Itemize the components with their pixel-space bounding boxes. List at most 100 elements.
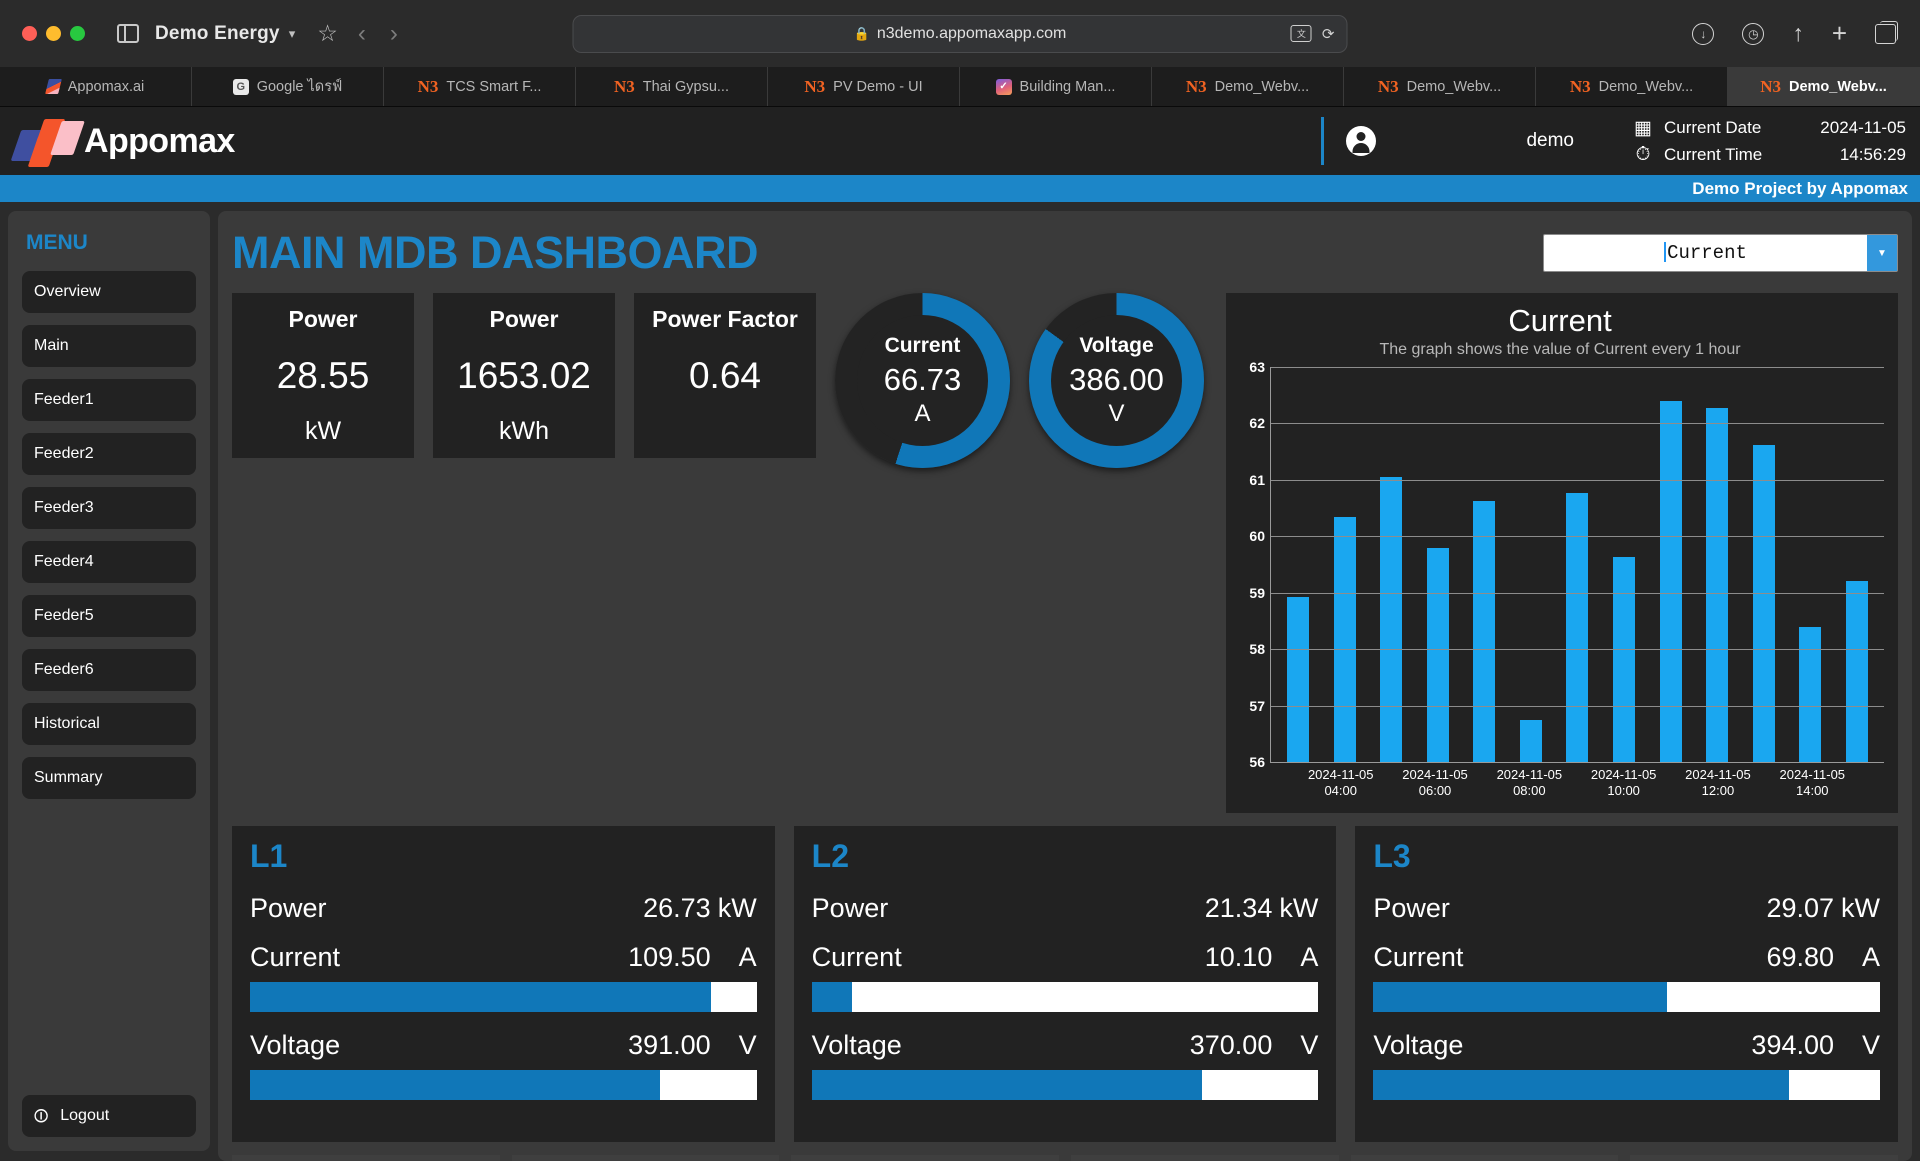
chart-x-tick: 2024-11-05 06:00 — [1402, 767, 1468, 799]
sidebar-item-historical[interactable]: Historical — [22, 703, 196, 745]
chart-x-tick: 2024-11-05 12:00 — [1685, 767, 1751, 799]
feeder-card-4[interactable]: Feeder4 Power 36.48 kW — [1071, 1155, 1339, 1161]
browser-tab[interactable]: N3 PV Demo - UI — [768, 67, 960, 106]
avatar[interactable] — [1346, 126, 1377, 156]
chart-x-tick: 2024-11-05 14:00 — [1779, 767, 1846, 799]
sidebar-item-feeder3[interactable]: Feeder3 — [22, 487, 196, 529]
back-icon[interactable]: ‹ — [357, 19, 366, 47]
phase-voltage-row: Voltage 391.00 V — [250, 1030, 757, 1061]
chart-gridline — [1271, 479, 1884, 481]
chart-plot — [1270, 367, 1884, 763]
kpi-value: 28.55 — [276, 355, 370, 396]
address-bar[interactable]: 🔒 n3demo.appomaxapp.com 文 ⟳ — [572, 14, 1348, 53]
downloads-icon[interactable]: ↓ — [1692, 22, 1715, 45]
phase-card-l1: L1 Power 26.73 kW Current 109.50 A Volta… — [232, 826, 775, 1142]
forward-icon[interactable]: › — [389, 19, 398, 47]
browser-tab[interactable]: G Google ไดรฟ์ — [192, 67, 384, 106]
address-bar-actions[interactable]: 文 ⟳ — [1290, 25, 1335, 43]
tab-label: Building Man... — [1019, 78, 1116, 95]
phase-power-row: Power 29.07 kW — [1373, 893, 1880, 924]
window-controls[interactable] — [22, 26, 85, 41]
history-icon[interactable]: ◷ — [1742, 22, 1765, 45]
translate-icon[interactable]: 文 — [1290, 25, 1312, 42]
browser-tab-active[interactable]: N3 Demo_Webv... — [1728, 67, 1920, 106]
bookmark-star-icon[interactable]: ☆ — [317, 20, 338, 46]
user-name: demo — [1526, 130, 1574, 151]
feeder-card-3[interactable]: Feeder3 Power 25.72 kW — [791, 1155, 1060, 1161]
google-drive-icon: G — [232, 78, 249, 95]
browser-profile-label[interactable]: Demo Energy — [155, 22, 280, 44]
current-time-row: ⏱ Current Time 14:56:29 — [1632, 144, 1906, 166]
maximize-window-button[interactable] — [70, 26, 85, 41]
phase-voltage-value: 391.00 — [628, 1030, 711, 1060]
sidebar-item-label: Feeder6 — [34, 661, 94, 678]
logout-button[interactable]: ⏼ Logout — [22, 1095, 196, 1137]
chart-gridline — [1271, 592, 1884, 594]
phase-power-label: Power — [1373, 893, 1450, 923]
phase-voltage-bar — [1373, 1070, 1881, 1100]
sidebar-item-feeder1[interactable]: Feeder1 — [22, 379, 196, 421]
reload-icon[interactable]: ⟳ — [1321, 25, 1335, 43]
feeder-card-2[interactable]: Feeder2 Power 34.90 kW — [511, 1155, 780, 1161]
page-title: MAIN MDB DASHBOARD — [232, 227, 758, 278]
gauge-voltage: Voltage 386.00 V — [1029, 293, 1204, 468]
sidebar-item-feeder5[interactable]: Feeder5 — [22, 595, 196, 637]
current-date-label: Current Date — [1664, 118, 1762, 137]
sidebar-toggle-icon[interactable] — [117, 24, 139, 43]
chevron-down-icon[interactable]: ▼ — [1867, 235, 1897, 271]
sidebar-item-overview[interactable]: Overview — [22, 271, 196, 313]
metric-select[interactable]: Current ▼ — [1543, 234, 1898, 272]
feeder-card-1[interactable]: Feeder1 Power 18.06 kW — [232, 1155, 500, 1161]
project-banner: Demo Project by Appomax — [0, 175, 1920, 202]
chart-gridline — [1271, 367, 1884, 368]
chart-title: Current — [1508, 303, 1612, 338]
feeder-row: Feeder1 Power 18.06 kW Feeder2 Power 34.… — [232, 1155, 1899, 1161]
chevron-down-icon[interactable]: ▾ — [288, 25, 296, 41]
browser-tab[interactable]: N3 Demo_Webv... — [1536, 67, 1728, 106]
browser-tab[interactable]: N3 TCS Smart F... — [384, 67, 576, 106]
tab-overview-icon[interactable] — [1875, 20, 1898, 44]
minimize-window-button[interactable] — [46, 26, 61, 41]
appomax-icon — [44, 79, 62, 94]
tab-label: Appomax.ai — [67, 78, 145, 95]
nav-arrows[interactable]: ‹ › — [358, 20, 398, 48]
sidebar-item-label: Summary — [34, 769, 103, 786]
browser-tab[interactable]: N3 Thai Gypsu... — [576, 67, 768, 106]
phase-current-row: Current 109.50 A — [250, 942, 757, 973]
phase-current-label: Current — [250, 942, 341, 972]
sidebar-item-feeder4[interactable]: Feeder4 — [22, 541, 196, 583]
sidebar-item-feeder2[interactable]: Feeder2 — [22, 433, 196, 475]
kpi-label: Power — [489, 306, 559, 332]
sidebar-item-summary[interactable]: Summary — [22, 757, 196, 799]
phase-power-value: 26.73 — [643, 893, 711, 923]
sidebar-item-feeder6[interactable]: Feeder6 — [22, 649, 196, 691]
feeder-card-5[interactable]: Feeder5 Power 53.20 kW — [1350, 1155, 1619, 1161]
phase-current-bar — [1373, 982, 1881, 1012]
current-time-value: 14:56:29 — [1839, 144, 1906, 164]
sidebar-item-main[interactable]: Main — [22, 325, 196, 367]
sidebar-item-label: Feeder1 — [34, 391, 94, 408]
calendar-icon: ▦ — [1634, 117, 1652, 139]
browser-tab[interactable]: N3 Demo_Webv... — [1152, 67, 1344, 106]
close-window-button[interactable] — [22, 26, 37, 41]
new-tab-icon[interactable]: + — [1831, 18, 1847, 49]
share-icon[interactable]: ↑ — [1792, 20, 1804, 47]
n3-icon: N3 — [1569, 76, 1591, 96]
kpi-row: Power 28.55 kW Power 1653.02 kWh Power F… — [232, 293, 1898, 813]
chart-bar — [1519, 719, 1542, 762]
tab-strip: Appomax.ai G Google ไดรฟ์ N3 TCS Smart F… — [0, 67, 1920, 107]
browser-tab[interactable]: ✓ Building Man... — [960, 67, 1152, 106]
phase-voltage-unit: V — [1862, 1030, 1881, 1060]
toolbar-actions[interactable]: ↓ ◷ ↑ + — [1692, 18, 1898, 49]
feeder-card-6[interactable]: Feeder6 Power 32.58 kW — [1630, 1155, 1899, 1161]
browser-tab[interactable]: N3 Demo_Webv... — [1344, 67, 1536, 106]
phase-voltage-unit: V — [738, 1030, 757, 1060]
phase-power-row: Power 26.73 kW — [250, 893, 757, 924]
phase-power-unit: kW — [1841, 893, 1881, 923]
current-date-row: ▦ Current Date 2024-11-05 — [1632, 117, 1906, 140]
phase-row: L1 Power 26.73 kW Current 109.50 A Volta… — [232, 826, 1899, 1142]
app-logo[interactable]: Appomax — [10, 118, 235, 167]
browser-tab[interactable]: Appomax.ai — [0, 67, 192, 106]
lock-icon: 🔒 — [853, 25, 870, 41]
phase-voltage-row: Voltage 370.00 V — [812, 1030, 1319, 1061]
